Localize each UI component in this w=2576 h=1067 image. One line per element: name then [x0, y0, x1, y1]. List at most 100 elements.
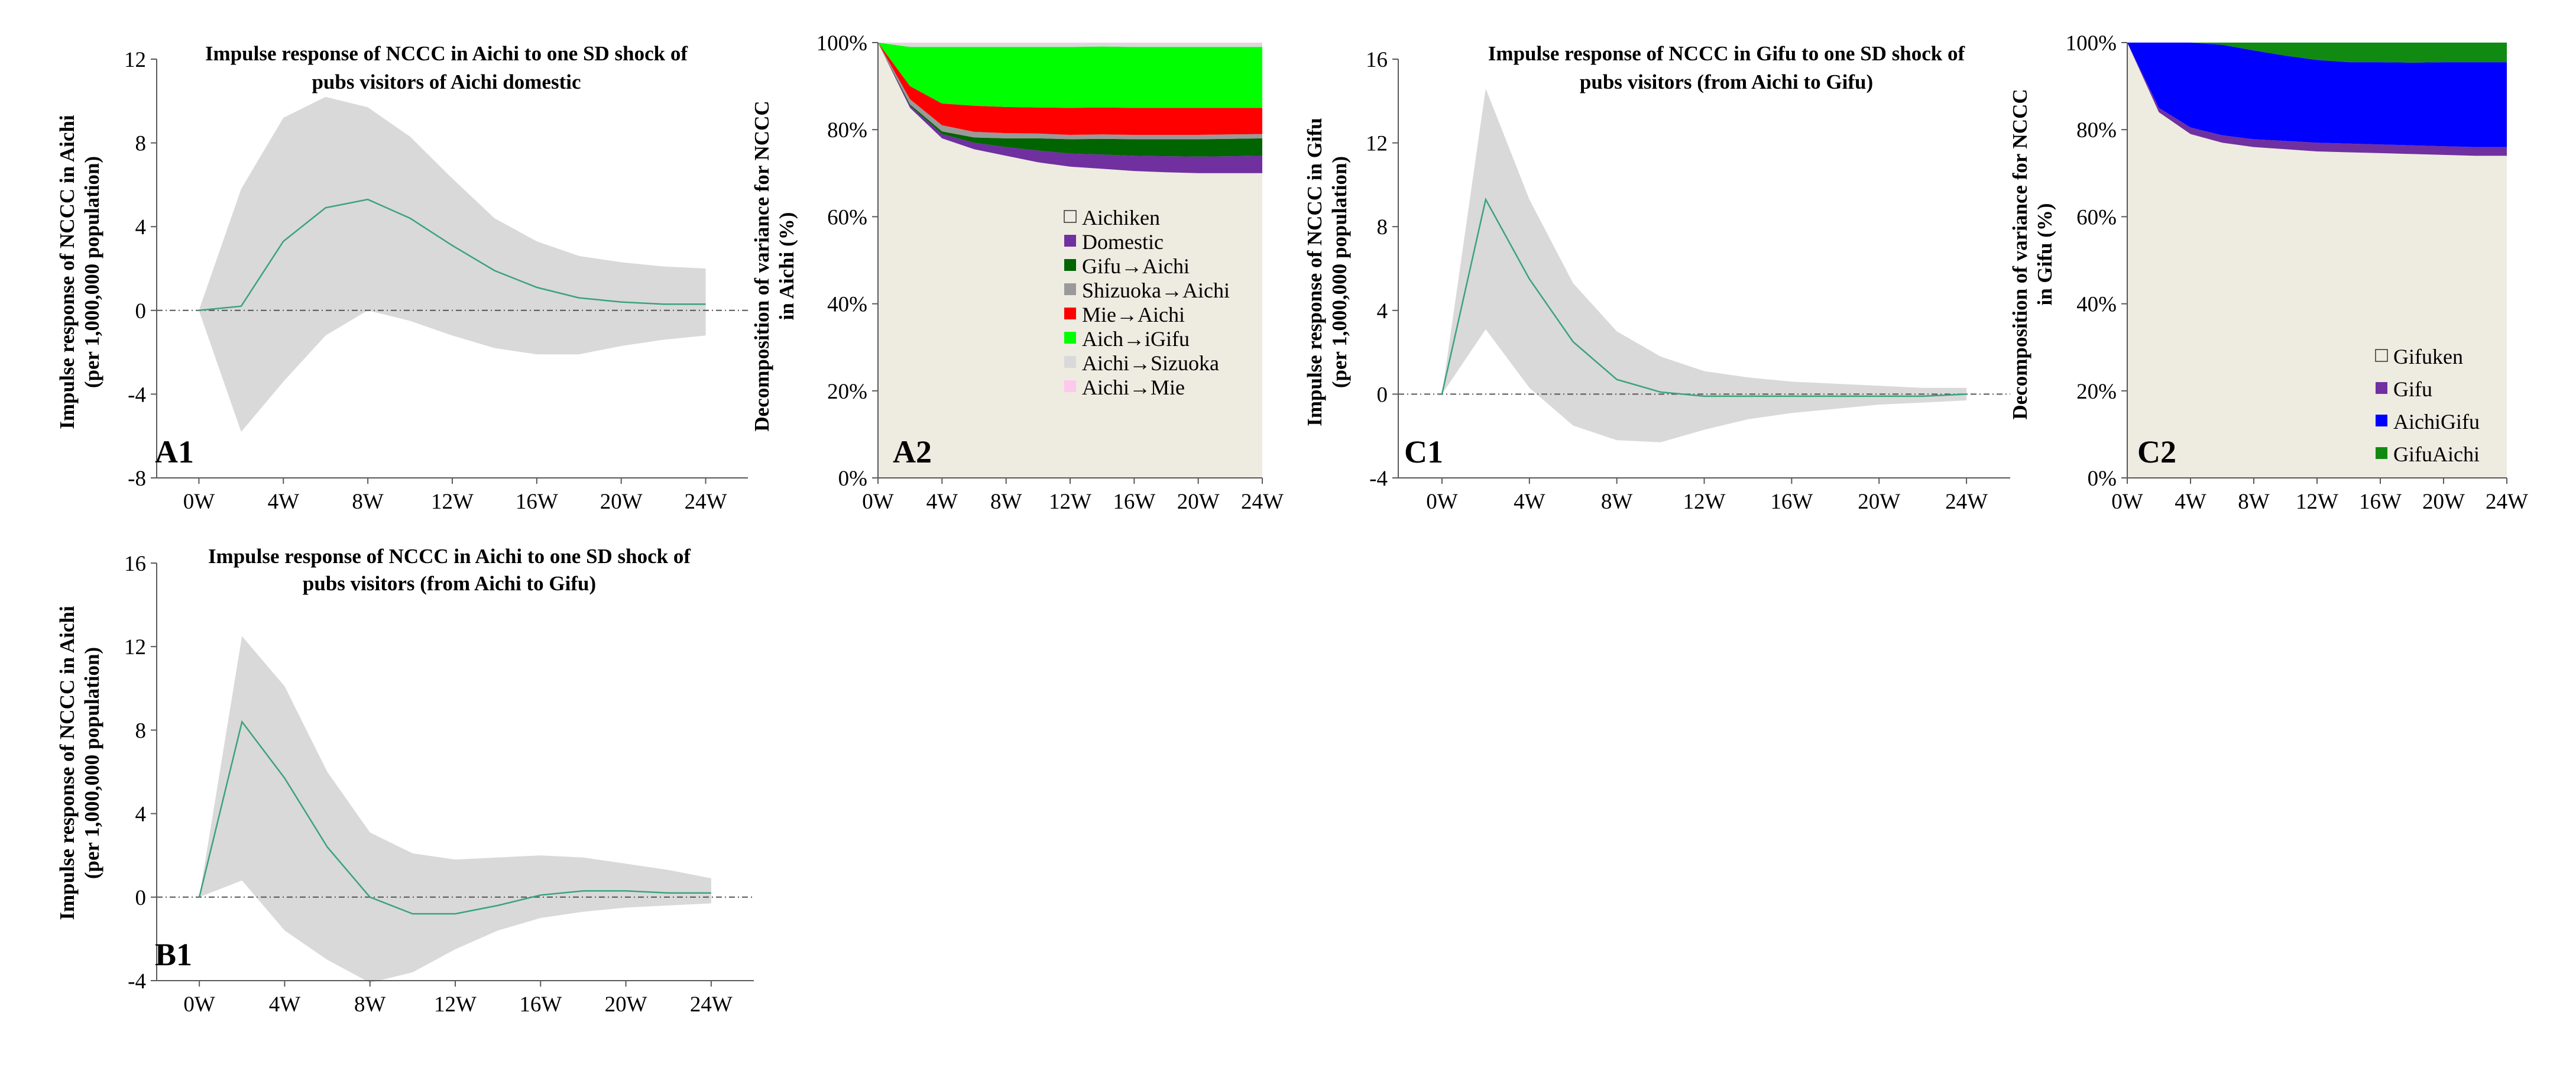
panel-label: C2 [2137, 434, 2176, 470]
area-series-6 [878, 43, 1262, 47]
confidence-band [199, 96, 706, 432]
panel-label: C1 [1404, 434, 1443, 470]
legend-label: Gifuken [2393, 345, 2463, 368]
legend: Gifuken Gifu AichiGifu GifuAichi [2375, 345, 2480, 466]
area-series-3 [2127, 43, 2507, 63]
legend-label: Mie→Aichi [1082, 303, 1185, 326]
x-tick-label: 20W [1858, 490, 1900, 514]
legend-label: Aichi→Sizuoka [1082, 351, 1219, 375]
x-tick-label: 12W [431, 490, 474, 514]
y-tick-label: 20% [827, 380, 867, 404]
y-tick-label: 40% [2076, 293, 2117, 317]
y-tick-label: 100% [816, 31, 867, 56]
chart-a1: Impulse response of NCCC in Aichi to one… [56, 42, 748, 514]
y-tick-label: 60% [827, 205, 867, 229]
y-tick-label: 80% [827, 118, 867, 143]
x-tick-label: 4W [269, 992, 301, 1017]
area-series-2 [2127, 43, 2507, 147]
panel-label: B1 [155, 937, 192, 972]
panel-label: A1 [155, 434, 194, 470]
y-tick-label: -4 [128, 383, 146, 407]
x-tick-label: 4W [1514, 490, 1545, 514]
x-tick-label: 4W [2175, 490, 2206, 514]
y-axis-label-line-1: Impulse response of NCCC in Aichi [56, 606, 79, 920]
x-tick-label: 8W [990, 490, 1022, 514]
legend-swatch [1064, 332, 1076, 344]
y-tick-label: 12 [1366, 132, 1388, 156]
y-tick-label: 8 [1377, 215, 1388, 240]
plot-area: -8 -4 0 4 8 12 0W 4W 8W 12W 16W 20W 24W [124, 48, 748, 514]
y-tick-label: -4 [128, 969, 146, 994]
impulse-response-line [198, 720, 711, 915]
legend-swatch [2376, 415, 2387, 426]
legend-swatch [2376, 382, 2387, 394]
plot-area: 0% 20% 40% 60% 80% 100% 0W 4W 8W 12W 16W 20W 24W [816, 31, 1284, 514]
y-tick-label: 16 [1366, 48, 1388, 72]
chart-title-line-1: Impulse response of NCCC in Gifu to one … [1488, 42, 1965, 65]
y-tick-label: -8 [128, 467, 146, 491]
chart-a2: Decomposition of variance for NCCC in Ai… [750, 31, 1284, 514]
y-axis-label-line-2: (per 1,000,000 population) [1328, 156, 1351, 388]
impulse-response-line [199, 198, 706, 312]
y-tick-label: 0% [838, 467, 867, 491]
chart-title-line-1: Impulse response of NCCC in Aichi to one… [208, 545, 691, 568]
x-tick-label: 16W [2359, 490, 2402, 514]
panel-a1: Impulse response of NCCC in Aichi to one… [0, 0, 769, 520]
x-tick-label: 24W [690, 992, 733, 1017]
impulse-response-line [1441, 197, 1967, 397]
plot-area: 0% 20% 40% 60% 80% 100% 0W 4W 8W 12W 16W 20W 24W [2066, 31, 2528, 514]
y-tick-label: 0% [2088, 467, 2117, 491]
y-tick-label: 12 [124, 48, 146, 72]
y-axis-label-line-1: Impulse response of NCCC in Gifu [1303, 118, 1326, 426]
legend-swatch [1064, 283, 1076, 295]
legend-label: Aichiken [1082, 206, 1160, 229]
legend-label: Aichi→Mie [1082, 376, 1185, 399]
legend-label: Domestic [1082, 230, 1164, 254]
x-tick-label: 0W [183, 490, 215, 514]
x-tick-label: 16W [519, 992, 562, 1017]
panel-c1: Impulse response of NCCC in Gifu to one … [1301, 0, 2034, 520]
area-series-4 [878, 43, 1262, 135]
y-axis-label-line-2: (per 1,000,000 population) [80, 156, 103, 388]
y-tick-label: -4 [1369, 467, 1388, 491]
chart-b1: Impulse response of NCCC in Aichi to one… [56, 545, 754, 1017]
x-tick-label: 8W [354, 992, 386, 1017]
panel-c2: Decomposition of variance for NCCC in Gi… [2004, 0, 2572, 532]
x-tick-label: 4W [268, 490, 300, 514]
y-tick-label: 4 [1377, 299, 1388, 324]
x-tick-label: 20W [2422, 490, 2465, 514]
y-axis-label-line-1: Impulse response of NCCC in Aichi [56, 115, 79, 429]
plot-area: -4 0 4 8 12 16 0W 4W 8W 12W 16W 20W 24W [1366, 48, 2010, 514]
y-tick-label: 4 [135, 803, 147, 827]
x-tick-label: 12W [1683, 490, 1726, 514]
legend-swatch [1064, 308, 1076, 319]
y-tick-label: 60% [2076, 205, 2117, 229]
legend-label: Gifu [2393, 377, 2432, 401]
panel-b1: Impulse response of NCCC in Aichi to one… [0, 520, 769, 1064]
y-tick-label: 0 [135, 886, 147, 910]
legend-swatch [1064, 259, 1076, 271]
y-tick-label: 16 [124, 552, 146, 576]
x-tick-label: 24W [1241, 490, 1284, 514]
legend-swatch [2376, 447, 2387, 459]
x-tick-label: 20W [605, 992, 647, 1017]
panel-label: A2 [893, 434, 932, 470]
y-axis-label-line-2: in Aichi (%) [775, 212, 798, 321]
legend-label: Shizuoka→Aichi [1082, 279, 1230, 302]
x-tick-label: 4W [926, 490, 958, 514]
x-tick-label: 8W [352, 490, 384, 514]
confidence-band [199, 636, 711, 983]
y-tick-label: 0 [135, 299, 147, 324]
y-axis-label-line-1: Decomposition of variance for NCCC [2008, 89, 2031, 419]
x-tick-label: 16W [1113, 490, 1155, 514]
area-series-1 [878, 43, 1262, 173]
area-series-2 [878, 43, 1262, 157]
plot-area: -4 0 4 8 12 16 0W 4W 8W 12W 16W 20W 24W [124, 552, 754, 1017]
legend-swatch [1064, 235, 1076, 247]
y-axis-label-line-2: (per 1,000,000 population) [80, 647, 103, 879]
area-series-0 [2127, 43, 2507, 478]
x-tick-label: 12W [1049, 490, 1091, 514]
y-tick-label: 0 [1377, 383, 1388, 407]
x-tick-label: 20W [1177, 490, 1220, 514]
y-tick-label: 80% [2076, 118, 2117, 143]
